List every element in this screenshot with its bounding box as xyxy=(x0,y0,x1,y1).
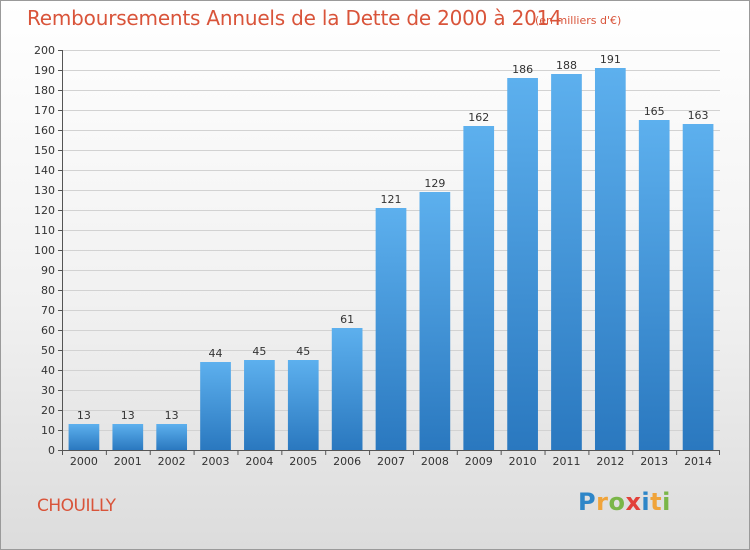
y-tick-label: 70 xyxy=(41,304,55,317)
value-label: 13 xyxy=(121,409,135,422)
value-label: 129 xyxy=(424,177,445,190)
x-tick-label: 2006 xyxy=(333,455,361,468)
bar-2003 xyxy=(200,362,231,450)
value-label: 186 xyxy=(512,63,533,76)
proxiti-logo: Proxiti xyxy=(578,488,671,516)
bar-2009 xyxy=(463,126,495,450)
value-label: 13 xyxy=(77,409,91,422)
value-label: 45 xyxy=(252,345,266,358)
y-tick-label: 30 xyxy=(41,384,55,397)
x-tick-label: 2007 xyxy=(377,455,405,468)
x-tick-label: 2010 xyxy=(509,455,537,468)
y-tick-label: 110 xyxy=(34,224,55,237)
value-label: 165 xyxy=(644,105,665,118)
value-label: 13 xyxy=(165,409,179,422)
commune-name: CHOUILLY xyxy=(37,496,116,516)
y-tick-label: 150 xyxy=(34,144,55,157)
y-tick-label: 90 xyxy=(41,264,55,277)
x-tick-label: 2009 xyxy=(465,455,493,468)
bar-2000 xyxy=(68,424,100,450)
value-label: 191 xyxy=(600,53,621,66)
bar-2010 xyxy=(507,78,538,450)
logo-letter: o xyxy=(608,488,626,516)
bar-2002 xyxy=(156,424,188,450)
value-label: 121 xyxy=(381,193,402,206)
value-label: 162 xyxy=(468,111,489,124)
x-tick-label: 2001 xyxy=(114,455,142,468)
y-tick-label: 170 xyxy=(34,104,55,117)
y-tick-label: 180 xyxy=(34,84,55,97)
x-tick-label: 2011 xyxy=(552,455,580,468)
x-tick-label: 2014 xyxy=(684,455,712,468)
value-label: 61 xyxy=(340,313,354,326)
x-tick-label: 2004 xyxy=(245,455,273,468)
x-tick-label: 2012 xyxy=(596,455,624,468)
bar-2005 xyxy=(287,360,319,450)
labels: 2000 13 2001 13 2002 13 2003 44 2004 45 2005 45 2006… xyxy=(70,53,712,468)
y-tick-label: 10 xyxy=(41,424,55,437)
logo-letter: r xyxy=(596,488,609,516)
value-label: 188 xyxy=(556,59,577,72)
bar-2006 xyxy=(331,328,363,450)
bars xyxy=(68,68,714,450)
chart-title: Remboursements Annuels de la Dette de 20… xyxy=(27,6,562,30)
bar-2004 xyxy=(244,360,275,450)
value-label: 45 xyxy=(296,345,310,358)
y-tick-label: 140 xyxy=(34,164,55,177)
y-tick-label: 160 xyxy=(34,124,55,137)
y-tick-label: 40 xyxy=(41,364,55,377)
bar-2007 xyxy=(375,208,407,450)
logo-letter: x xyxy=(625,488,642,516)
bar-2012 xyxy=(594,68,626,450)
y-tick-label: 130 xyxy=(34,184,55,197)
x-tick-label: 2013 xyxy=(640,455,668,468)
logo-letter: t xyxy=(650,488,663,516)
y-tick-label: 80 xyxy=(41,284,55,297)
bar-2011 xyxy=(551,74,582,450)
x-tick-label: 2000 xyxy=(70,455,98,468)
bar-2013 xyxy=(638,120,670,450)
logo-letter: P xyxy=(578,488,597,516)
value-label: 163 xyxy=(688,109,709,122)
x-tick-label: 2008 xyxy=(421,455,449,468)
bar-2008 xyxy=(419,192,451,450)
bar-2014 xyxy=(682,124,714,450)
x-tick-label: 2002 xyxy=(158,455,186,468)
y-tick-label: 20 xyxy=(41,404,55,417)
x-tick-label: 2005 xyxy=(289,455,317,468)
y-tick-label: 190 xyxy=(34,64,55,77)
logo-letter: i xyxy=(641,488,651,516)
chart-subtitle: (en milliers d'€) xyxy=(535,14,622,27)
logo-letter: i xyxy=(662,488,671,516)
y-tick-label: 120 xyxy=(34,204,55,217)
bar-2001 xyxy=(112,424,144,450)
y-tick-label: 0 xyxy=(48,444,55,457)
value-label: 44 xyxy=(209,347,223,360)
axes: 0 10 20 30 40 50 60 70 80 90 100 110 120 130 140 150 160… xyxy=(34,44,720,457)
x-tick-label: 2003 xyxy=(202,455,230,468)
y-tick-label: 200 xyxy=(34,44,55,57)
y-tick-label: 100 xyxy=(34,244,55,257)
y-tick-label: 50 xyxy=(41,344,55,357)
y-tick-label: 60 xyxy=(41,324,55,337)
